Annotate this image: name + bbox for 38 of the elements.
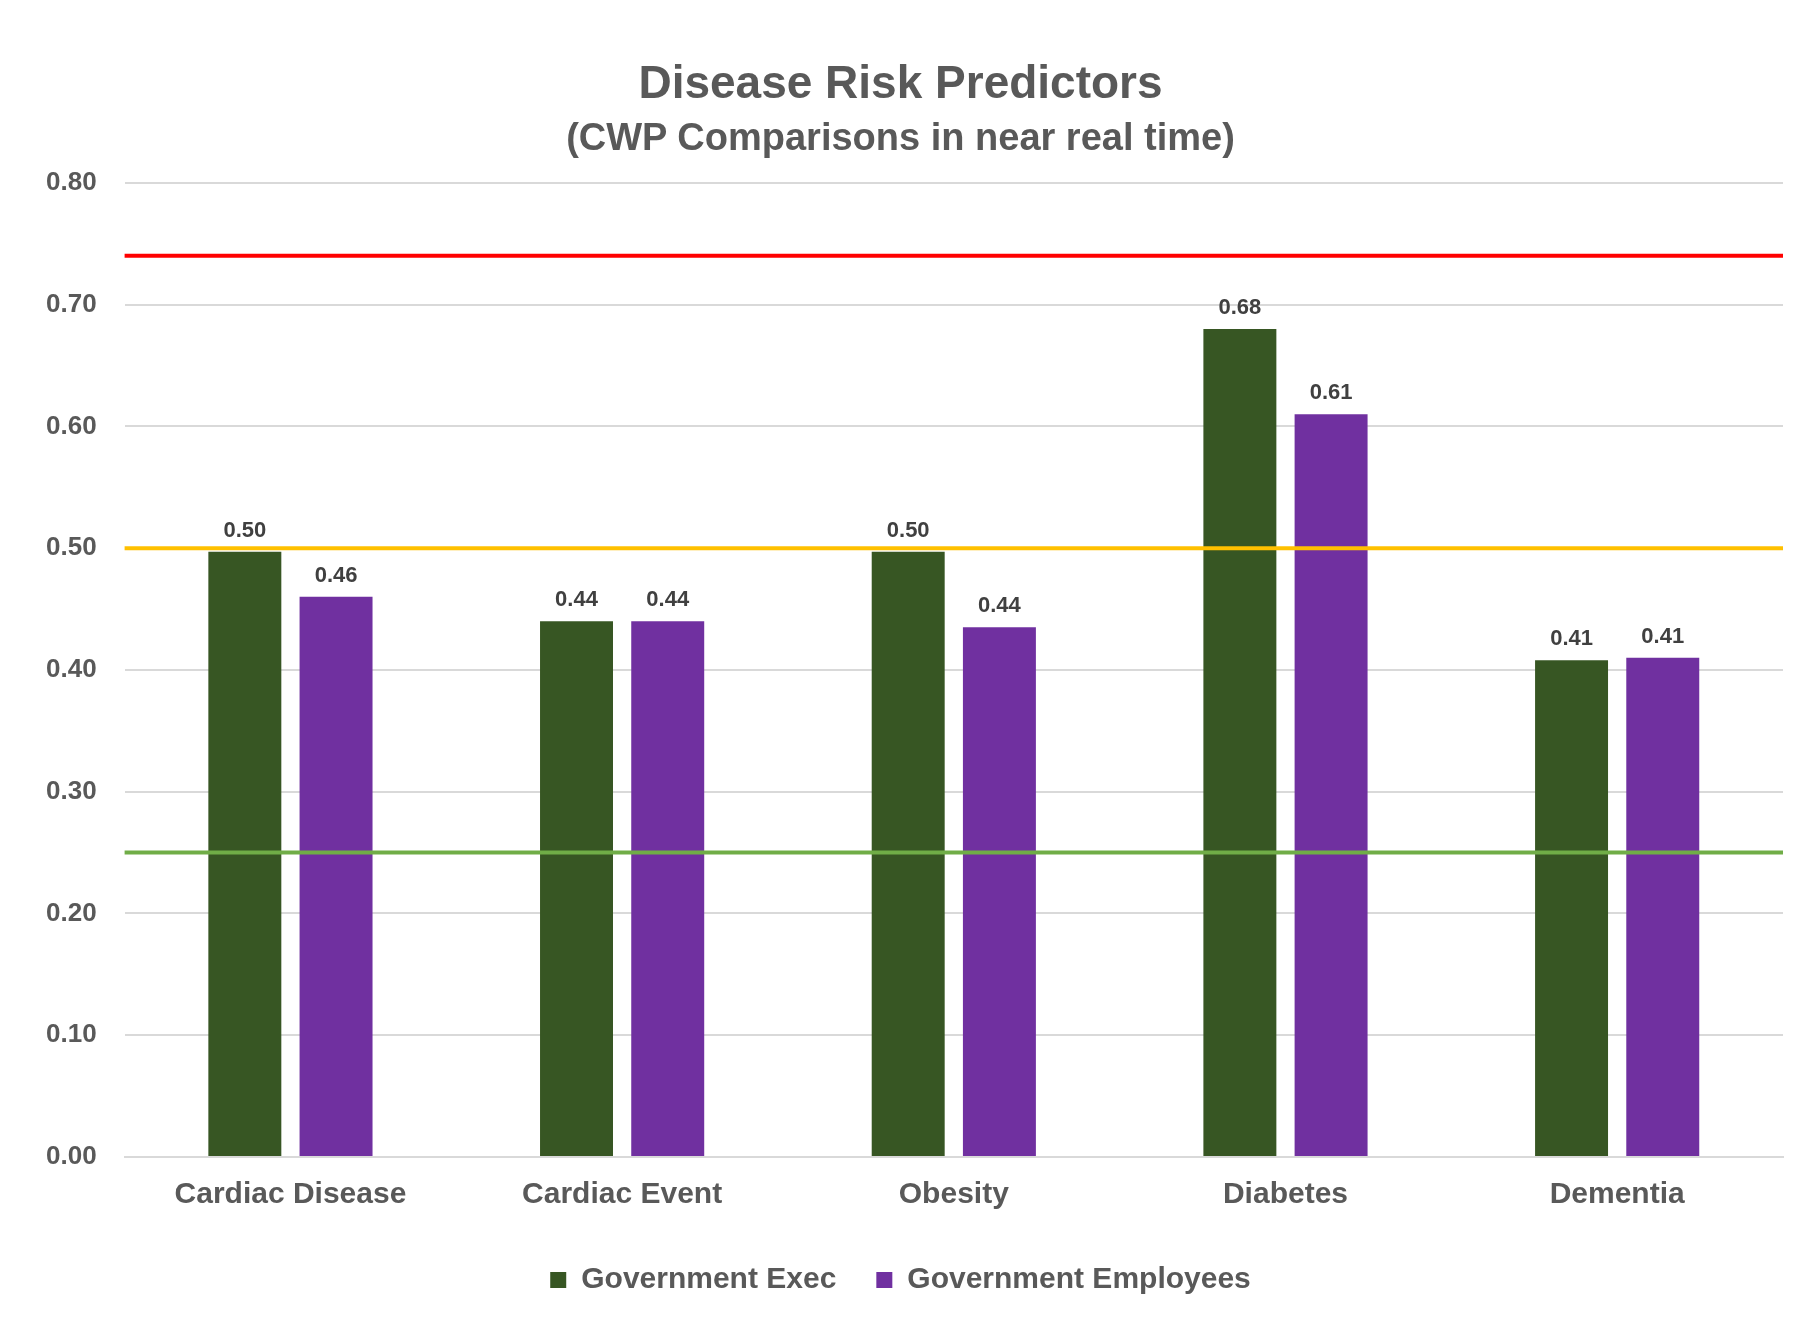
bar bbox=[208, 551, 282, 1156]
bar bbox=[1294, 414, 1368, 1156]
bar bbox=[1203, 328, 1277, 1156]
bar bbox=[631, 621, 705, 1156]
y-tick-label: 0.70 bbox=[45, 287, 97, 318]
bar bbox=[540, 621, 613, 1156]
data-label: 0.50 bbox=[886, 516, 930, 542]
y-tick-label: 0.10 bbox=[45, 1018, 97, 1049]
legend-label: Government Exec bbox=[581, 1261, 837, 1295]
data-label: 0.61 bbox=[1309, 379, 1353, 405]
x-tick-label: Diabetes bbox=[1222, 1176, 1349, 1210]
data-label: 0.68 bbox=[1218, 293, 1262, 319]
y-tick-label: 0.30 bbox=[45, 774, 97, 805]
y-tick-label: 0.60 bbox=[45, 409, 97, 440]
x-tick-label: Cardiac Event bbox=[522, 1176, 723, 1210]
bar bbox=[1535, 660, 1609, 1156]
data-label: 0.41 bbox=[1550, 625, 1593, 651]
y-tick-label: 0.20 bbox=[45, 896, 97, 927]
chart-title: Disease Risk Predictors bbox=[638, 56, 1163, 109]
data-label: 0.44 bbox=[977, 592, 1022, 618]
data-label: 0.41 bbox=[1641, 622, 1685, 648]
data-label: 0.44 bbox=[555, 586, 599, 612]
x-tick-label: Dementia bbox=[1549, 1176, 1685, 1210]
x-tick-label: Cardiac Disease bbox=[174, 1176, 407, 1210]
y-tick-label: 0.40 bbox=[45, 653, 97, 684]
y-tick-label: 0.50 bbox=[45, 531, 97, 562]
legend-label: Government Employees bbox=[907, 1261, 1251, 1295]
y-tick-label: 0.80 bbox=[45, 165, 97, 196]
data-label: 0.50 bbox=[223, 516, 267, 542]
chart-subtitle: (CWP Comparisons in near real time) bbox=[566, 116, 1235, 159]
data-label: 0.44 bbox=[646, 586, 690, 612]
bar bbox=[962, 627, 1036, 1156]
y-tick-label: 0.00 bbox=[45, 1140, 97, 1171]
bar bbox=[871, 551, 945, 1156]
x-tick-label: Obesity bbox=[898, 1176, 1010, 1210]
bar bbox=[299, 596, 373, 1156]
bar bbox=[1626, 657, 1700, 1156]
data-label: 0.46 bbox=[314, 561, 358, 587]
